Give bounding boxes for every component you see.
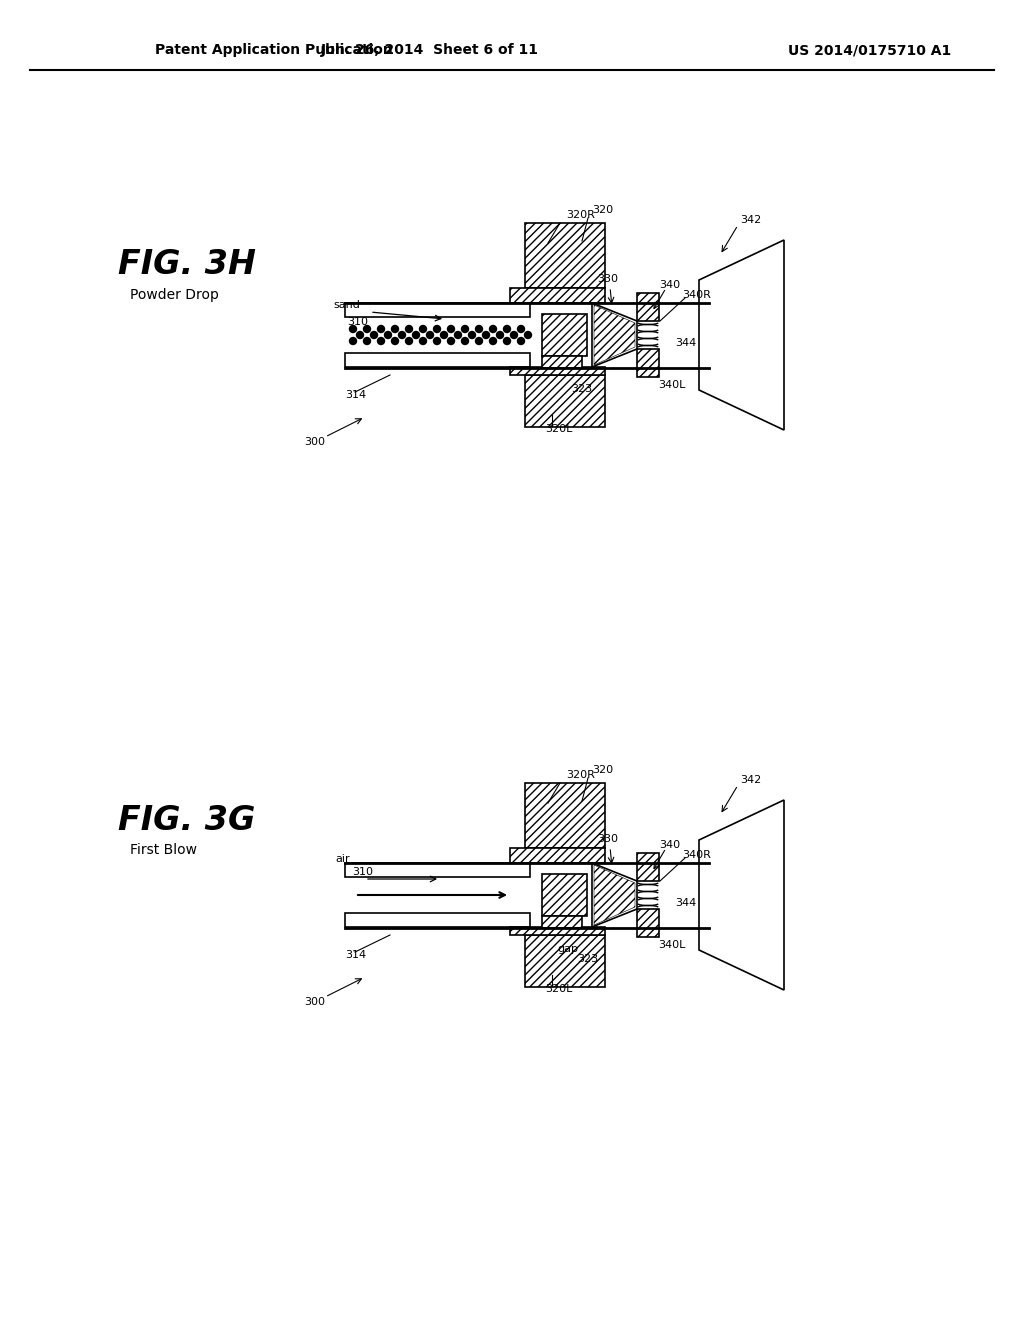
Polygon shape (699, 800, 784, 990)
Bar (637, 853, 659, 880)
Text: 323: 323 (571, 384, 593, 393)
Circle shape (349, 338, 356, 345)
Circle shape (462, 338, 469, 345)
Text: FIG. 3H: FIG. 3H (118, 248, 256, 281)
Text: 330: 330 (597, 275, 618, 284)
Text: gap: gap (557, 944, 579, 954)
Text: 342: 342 (740, 775, 761, 785)
Circle shape (497, 331, 504, 338)
Circle shape (398, 331, 406, 338)
Circle shape (433, 326, 440, 333)
Circle shape (475, 326, 482, 333)
Text: sand: sand (333, 300, 360, 310)
Circle shape (364, 338, 371, 345)
Circle shape (356, 331, 364, 338)
Text: 330: 330 (597, 834, 618, 843)
Bar (510, 367, 605, 375)
Text: 314: 314 (345, 389, 367, 400)
Bar (525, 783, 605, 847)
Text: Powder Drop: Powder Drop (130, 288, 219, 302)
Circle shape (371, 331, 378, 338)
Text: 340: 340 (659, 280, 681, 290)
Circle shape (384, 331, 391, 338)
Polygon shape (592, 863, 637, 927)
Circle shape (475, 338, 482, 345)
Text: 320R: 320R (566, 210, 595, 220)
Text: 323: 323 (578, 954, 599, 964)
Text: 340: 340 (659, 840, 681, 850)
Circle shape (462, 326, 469, 333)
Bar (510, 847, 605, 863)
Text: 344: 344 (675, 898, 696, 908)
Text: 320: 320 (592, 205, 613, 215)
Circle shape (517, 326, 524, 333)
Circle shape (406, 326, 413, 333)
Text: 342: 342 (740, 215, 761, 224)
Circle shape (420, 338, 427, 345)
Circle shape (511, 331, 517, 338)
Text: 320L: 320L (545, 424, 572, 434)
Text: 310: 310 (352, 867, 373, 876)
Circle shape (504, 326, 511, 333)
Text: 344: 344 (675, 338, 696, 348)
Bar (510, 927, 605, 935)
Polygon shape (592, 304, 637, 367)
Circle shape (469, 331, 475, 338)
Bar (345, 913, 530, 927)
Circle shape (489, 326, 497, 333)
Circle shape (455, 331, 462, 338)
Polygon shape (699, 240, 784, 430)
Bar (542, 916, 582, 928)
Bar (525, 223, 605, 288)
Circle shape (433, 338, 440, 345)
Bar (525, 375, 605, 426)
Circle shape (378, 326, 384, 333)
Text: 340L: 340L (658, 940, 685, 950)
Bar (542, 356, 582, 368)
Bar (542, 874, 587, 916)
Text: 320L: 320L (545, 983, 572, 994)
Circle shape (420, 326, 427, 333)
Text: 310: 310 (347, 317, 368, 327)
Bar (345, 304, 530, 317)
Text: 340L: 340L (658, 380, 685, 389)
Text: 340R: 340R (682, 290, 711, 300)
Text: 314: 314 (345, 950, 367, 960)
Text: 340R: 340R (682, 850, 711, 861)
Bar (345, 863, 530, 876)
Text: Patent Application Publication: Patent Application Publication (155, 44, 393, 57)
Circle shape (447, 338, 455, 345)
Circle shape (349, 326, 356, 333)
Circle shape (504, 338, 511, 345)
Bar (637, 293, 659, 321)
Circle shape (482, 331, 489, 338)
Bar (542, 314, 587, 356)
Circle shape (378, 338, 384, 345)
Bar (525, 935, 605, 987)
Text: 300: 300 (304, 437, 326, 447)
Circle shape (413, 331, 420, 338)
Circle shape (391, 326, 398, 333)
Bar (637, 348, 659, 378)
Circle shape (524, 331, 531, 338)
Circle shape (364, 326, 371, 333)
Circle shape (517, 338, 524, 345)
Text: US 2014/0175710 A1: US 2014/0175710 A1 (788, 44, 951, 57)
Bar (510, 288, 605, 304)
Circle shape (440, 331, 447, 338)
Text: 320R: 320R (566, 770, 595, 780)
Text: FIG. 3G: FIG. 3G (118, 804, 255, 837)
Text: Jun. 26, 2014  Sheet 6 of 11: Jun. 26, 2014 Sheet 6 of 11 (321, 44, 539, 57)
Text: air: air (335, 854, 349, 865)
Circle shape (447, 326, 455, 333)
Circle shape (391, 338, 398, 345)
Circle shape (489, 338, 497, 345)
Text: 300: 300 (304, 997, 326, 1007)
Text: 320: 320 (592, 766, 613, 775)
Circle shape (427, 331, 433, 338)
Text: First Blow: First Blow (130, 843, 197, 857)
Bar (345, 352, 530, 367)
Circle shape (406, 338, 413, 345)
Bar (637, 909, 659, 937)
